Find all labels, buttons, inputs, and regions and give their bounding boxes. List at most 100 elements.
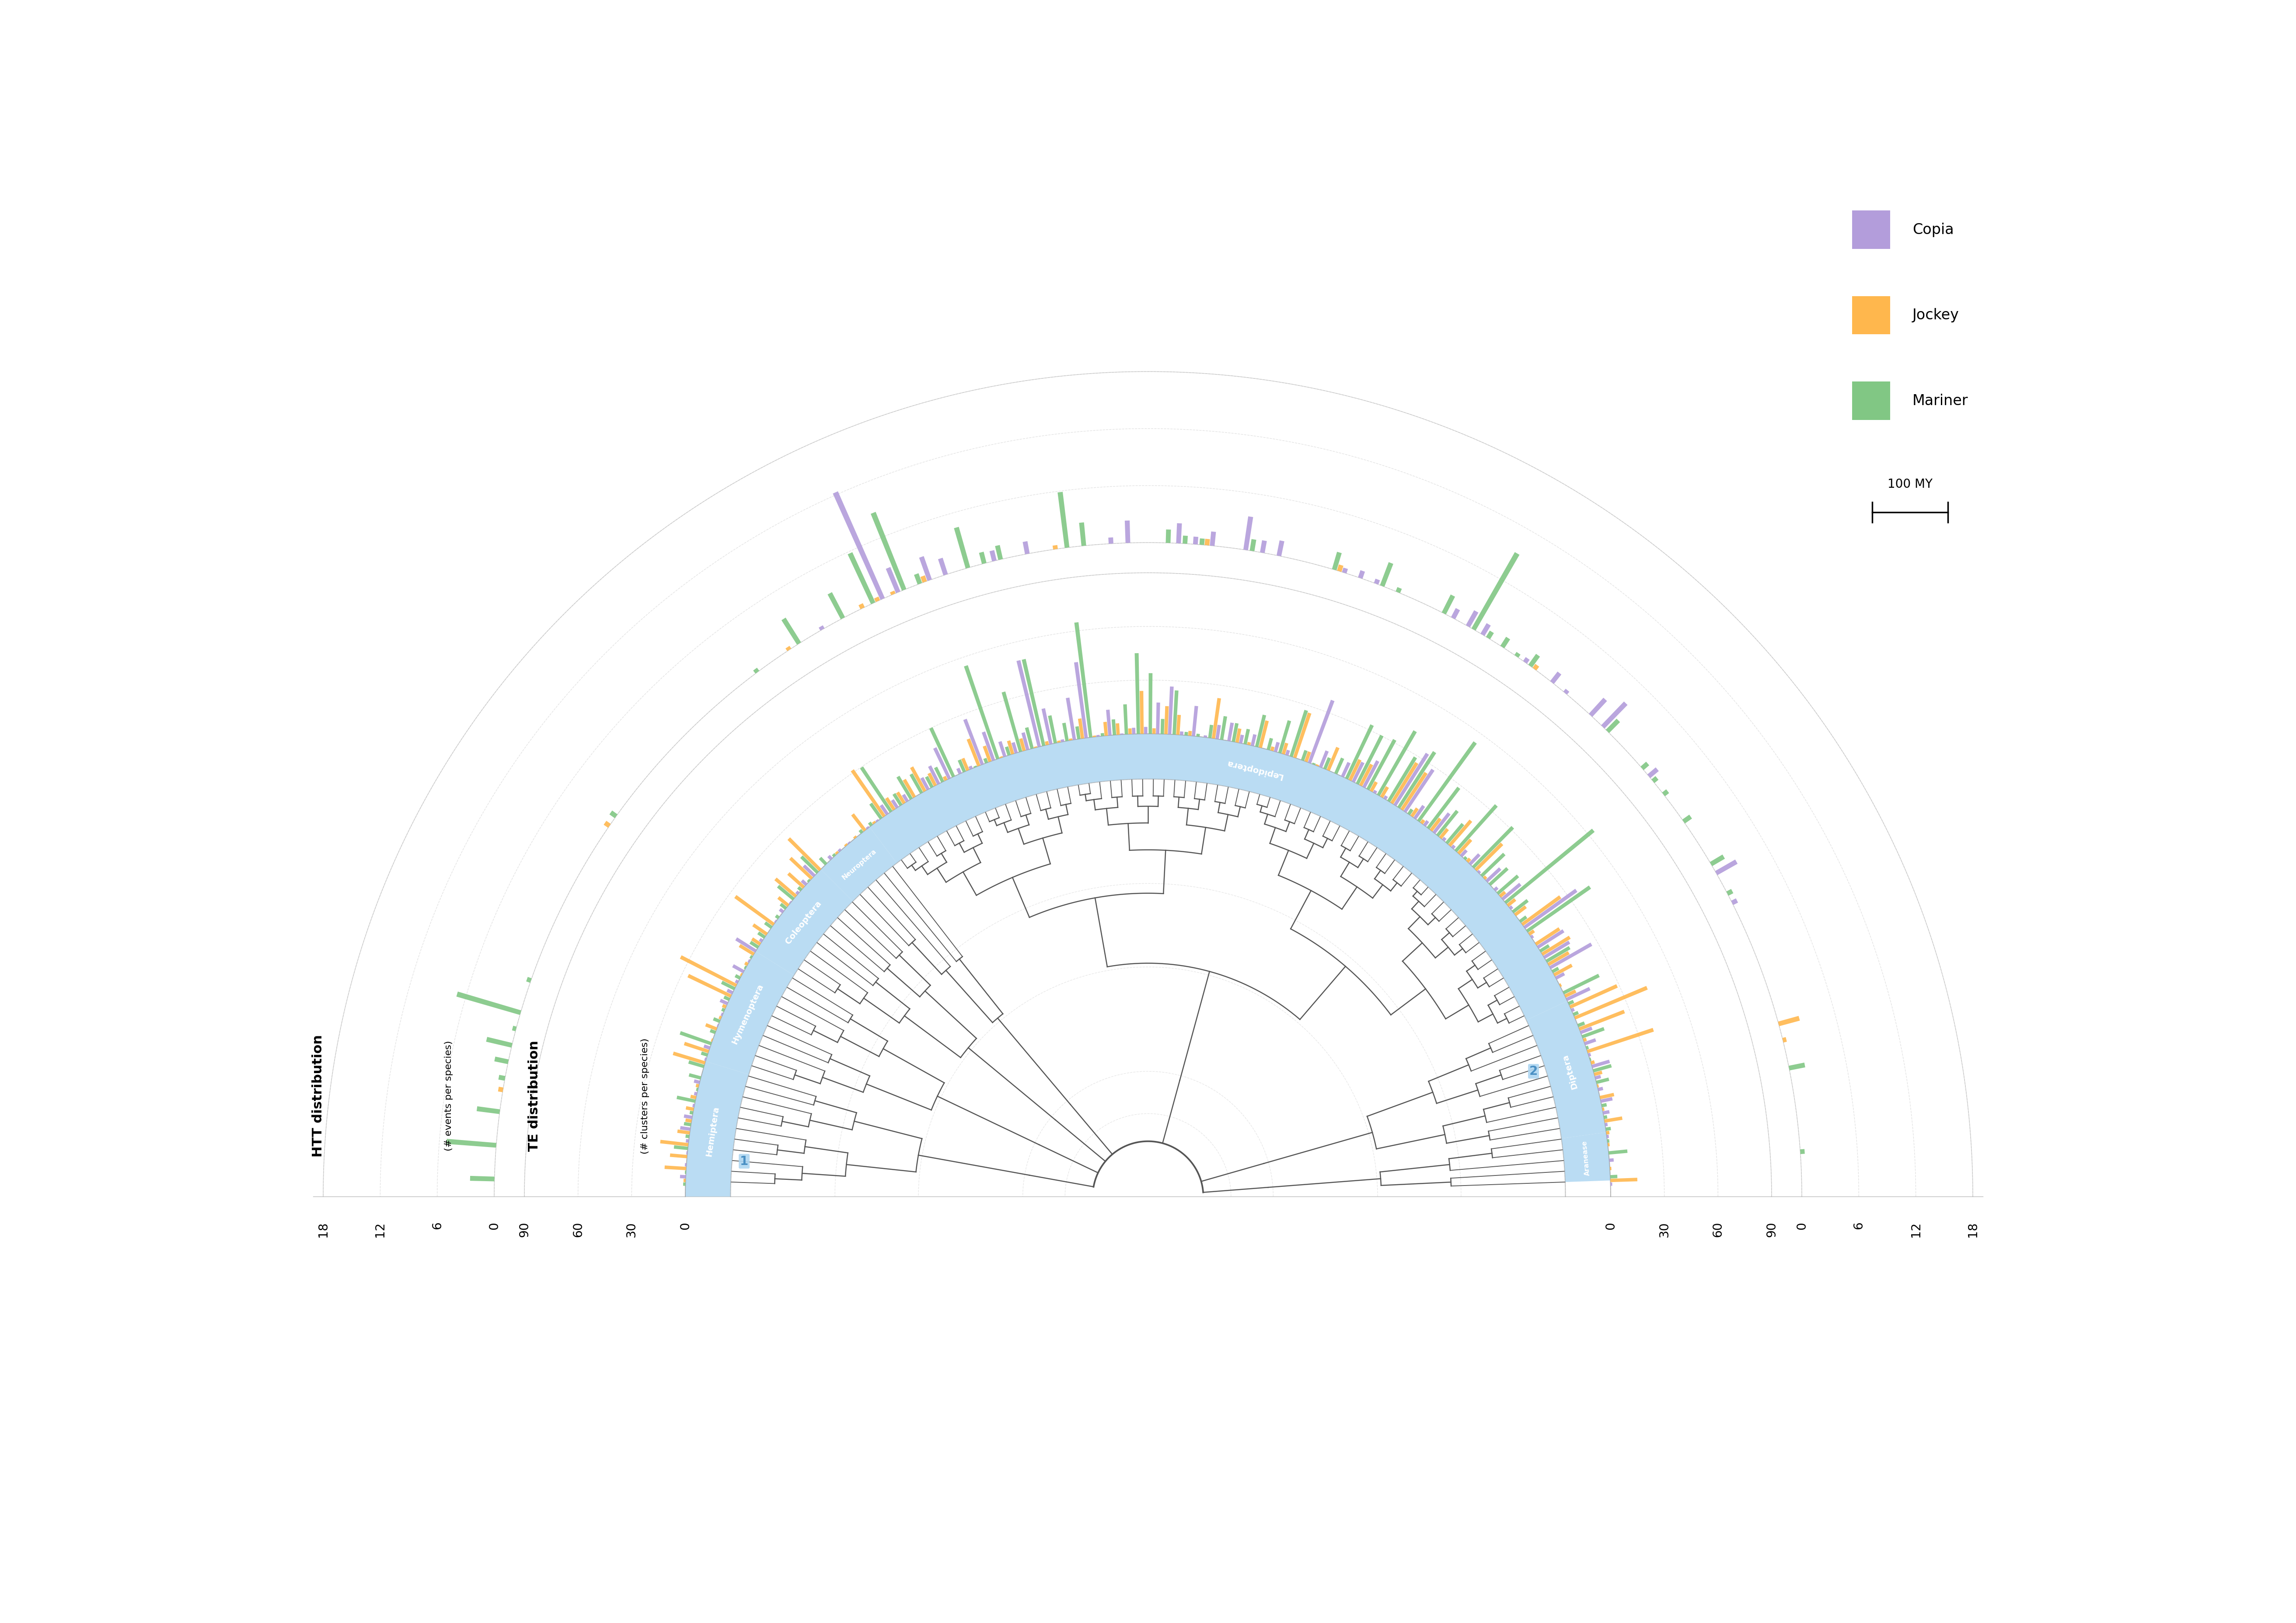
Polygon shape [1593, 1071, 1603, 1076]
Polygon shape [1210, 531, 1217, 545]
Polygon shape [891, 591, 895, 596]
Polygon shape [1550, 943, 1593, 969]
Polygon shape [861, 766, 893, 813]
Polygon shape [748, 954, 753, 959]
Polygon shape [1550, 672, 1561, 683]
Polygon shape [891, 799, 898, 808]
Text: 12: 12 [1910, 1222, 1922, 1237]
Polygon shape [1529, 930, 1536, 935]
Polygon shape [801, 855, 820, 873]
Polygon shape [1352, 761, 1364, 782]
Polygon shape [1359, 763, 1373, 786]
Polygon shape [1476, 870, 1481, 873]
Text: 18: 18 [1968, 1222, 1979, 1237]
Polygon shape [744, 961, 748, 966]
Polygon shape [932, 747, 951, 779]
Polygon shape [693, 1104, 696, 1107]
Polygon shape [1777, 1016, 1800, 1026]
Polygon shape [709, 1029, 716, 1034]
Polygon shape [1205, 539, 1210, 545]
Polygon shape [847, 841, 850, 844]
Polygon shape [1414, 805, 1426, 820]
Polygon shape [1564, 688, 1570, 695]
Polygon shape [684, 1183, 687, 1186]
Polygon shape [1531, 664, 1538, 670]
Polygon shape [705, 951, 794, 1074]
Polygon shape [1267, 738, 1272, 750]
Polygon shape [870, 803, 882, 820]
Polygon shape [498, 1087, 503, 1092]
Polygon shape [1403, 769, 1435, 813]
Polygon shape [748, 941, 760, 948]
Polygon shape [983, 732, 994, 761]
Polygon shape [1244, 729, 1249, 745]
Polygon shape [1008, 740, 1015, 755]
Polygon shape [744, 966, 746, 969]
Polygon shape [1166, 529, 1171, 544]
Polygon shape [1642, 761, 1649, 769]
Polygon shape [1591, 1060, 1596, 1065]
Polygon shape [1495, 886, 1499, 891]
Polygon shape [1302, 750, 1309, 761]
Polygon shape [1508, 906, 1513, 909]
Polygon shape [999, 756, 1003, 758]
Polygon shape [1465, 610, 1479, 628]
Polygon shape [1286, 750, 1290, 756]
Polygon shape [953, 527, 971, 568]
Polygon shape [790, 857, 813, 880]
Polygon shape [753, 923, 767, 935]
Polygon shape [1258, 721, 1270, 748]
Polygon shape [1033, 747, 1038, 748]
Polygon shape [735, 979, 739, 984]
Polygon shape [1545, 946, 1570, 962]
Polygon shape [1219, 716, 1226, 740]
Polygon shape [1274, 742, 1279, 751]
Polygon shape [1467, 857, 1472, 863]
Polygon shape [875, 597, 879, 602]
Polygon shape [774, 920, 776, 923]
Polygon shape [788, 872, 806, 888]
Polygon shape [1373, 790, 1378, 794]
Polygon shape [1208, 725, 1212, 738]
Polygon shape [721, 980, 735, 990]
FancyBboxPatch shape [1853, 295, 1890, 334]
Polygon shape [735, 974, 742, 980]
Polygon shape [1575, 985, 1649, 1019]
Text: Diptera: Diptera [1561, 1053, 1580, 1091]
Polygon shape [1449, 820, 1472, 847]
Polygon shape [1472, 552, 1520, 631]
Polygon shape [1407, 808, 1414, 815]
Polygon shape [1525, 889, 1577, 928]
Polygon shape [1534, 927, 1561, 946]
Polygon shape [957, 768, 962, 774]
Polygon shape [831, 854, 836, 857]
Polygon shape [1570, 1008, 1575, 1011]
Polygon shape [673, 1052, 705, 1065]
Polygon shape [1065, 698, 1077, 740]
Polygon shape [670, 1154, 687, 1159]
Polygon shape [700, 1052, 707, 1057]
Polygon shape [705, 1022, 716, 1031]
Polygon shape [1380, 786, 1389, 799]
Polygon shape [1182, 536, 1187, 544]
Polygon shape [1609, 1175, 1616, 1178]
Polygon shape [758, 932, 765, 938]
Polygon shape [1589, 698, 1607, 717]
Polygon shape [999, 742, 1006, 756]
Polygon shape [1322, 758, 1332, 769]
Polygon shape [1318, 750, 1329, 768]
Polygon shape [691, 1096, 696, 1099]
Polygon shape [687, 1134, 689, 1138]
Polygon shape [1600, 1104, 1607, 1107]
Polygon shape [1605, 1117, 1623, 1123]
Polygon shape [1515, 652, 1520, 657]
Polygon shape [1577, 1021, 1584, 1027]
Polygon shape [445, 1139, 496, 1147]
Polygon shape [1502, 883, 1522, 901]
Polygon shape [1499, 891, 1506, 898]
Polygon shape [1506, 898, 1515, 907]
Text: 18: 18 [317, 1222, 328, 1237]
Polygon shape [1451, 844, 1456, 849]
Polygon shape [776, 885, 794, 901]
Polygon shape [870, 511, 907, 591]
